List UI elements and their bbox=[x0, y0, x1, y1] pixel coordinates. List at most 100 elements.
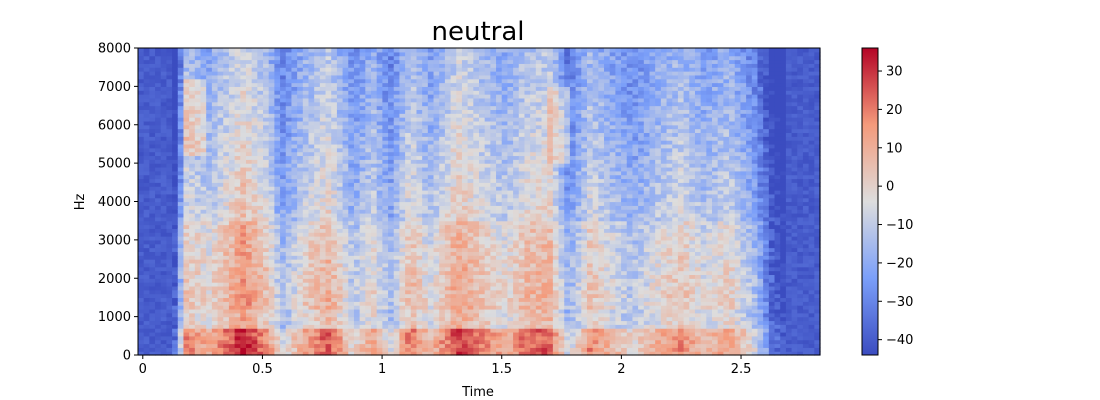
heatmap-cell bbox=[456, 324, 463, 329]
heatmap-cell bbox=[450, 63, 457, 68]
heatmap-cell bbox=[359, 251, 366, 256]
heatmap-cell bbox=[473, 151, 480, 157]
heatmap-cell bbox=[240, 351, 247, 356]
heatmap-cell bbox=[427, 331, 435, 337]
heatmap-cell bbox=[348, 155, 355, 160]
heatmap-cell bbox=[189, 155, 196, 160]
heatmap-cell bbox=[194, 140, 202, 145]
heatmap-cell bbox=[393, 155, 401, 160]
heatmap-cell bbox=[200, 216, 207, 222]
heatmap-cell bbox=[200, 205, 207, 210]
heatmap-cell bbox=[291, 301, 298, 306]
heatmap-cell bbox=[319, 316, 327, 322]
heatmap-cell bbox=[422, 205, 429, 210]
heatmap-cell bbox=[319, 78, 327, 84]
heatmap-cell bbox=[234, 193, 241, 199]
heatmap-cell bbox=[223, 140, 230, 145]
heatmap-cell bbox=[450, 155, 457, 160]
heatmap-cell bbox=[206, 339, 213, 345]
heatmap-cell bbox=[200, 224, 207, 229]
heatmap-cell bbox=[473, 239, 480, 245]
heatmap-cell bbox=[484, 48, 491, 53]
heatmap-cell bbox=[405, 243, 412, 249]
heatmap-cell bbox=[456, 289, 463, 295]
heatmap-cell bbox=[240, 117, 247, 122]
heatmap-cell bbox=[439, 97, 446, 103]
heatmap-cell bbox=[280, 285, 287, 291]
heatmap-cell bbox=[405, 90, 412, 95]
heatmap-cell bbox=[473, 324, 480, 329]
heatmap-cell bbox=[467, 289, 474, 295]
heatmap-cell bbox=[274, 285, 281, 291]
heatmap-cell bbox=[365, 197, 372, 203]
heatmap-cell bbox=[410, 163, 418, 168]
heatmap-cell bbox=[149, 297, 156, 302]
heatmap-cell bbox=[177, 220, 185, 226]
heatmap-cell bbox=[274, 59, 281, 64]
heatmap-cell bbox=[211, 120, 219, 126]
heatmap-cell bbox=[405, 105, 412, 110]
heatmap-cell bbox=[257, 347, 264, 352]
heatmap-cell bbox=[183, 132, 190, 137]
heatmap-cell bbox=[490, 251, 497, 256]
heatmap-cell bbox=[160, 97, 168, 103]
heatmap-cell bbox=[416, 305, 423, 310]
heatmap-cell bbox=[274, 55, 281, 61]
heatmap-cell bbox=[359, 205, 366, 210]
heatmap-cell bbox=[331, 220, 338, 226]
heatmap-cell bbox=[308, 213, 315, 218]
heatmap-cell bbox=[376, 255, 383, 260]
heatmap-cell bbox=[479, 328, 486, 333]
heatmap-cell bbox=[155, 297, 162, 302]
heatmap-cell bbox=[166, 232, 173, 237]
heatmap-cell bbox=[172, 205, 179, 210]
heatmap-cell bbox=[263, 94, 270, 99]
heatmap-cell bbox=[200, 339, 207, 345]
heatmap-cell bbox=[348, 251, 355, 256]
heatmap-cell bbox=[490, 308, 497, 314]
heatmap-cell bbox=[444, 331, 452, 337]
heatmap-cell bbox=[342, 232, 349, 237]
heatmap-cell bbox=[240, 251, 247, 256]
heatmap-cell bbox=[155, 347, 162, 352]
heatmap-cell bbox=[433, 243, 440, 249]
heatmap-cell bbox=[479, 90, 486, 95]
heatmap-cell bbox=[263, 128, 270, 134]
heatmap-cell bbox=[172, 297, 179, 302]
heatmap-cell bbox=[285, 320, 293, 325]
heatmap-cell bbox=[297, 147, 304, 153]
heatmap-cell bbox=[172, 189, 179, 195]
heatmap-cell bbox=[257, 220, 264, 226]
heatmap-cell bbox=[365, 170, 372, 176]
heatmap-cell bbox=[382, 259, 389, 264]
heatmap-cell bbox=[274, 232, 281, 237]
heatmap-cell bbox=[388, 71, 395, 76]
heatmap-cell bbox=[280, 159, 287, 164]
heatmap-cell bbox=[245, 51, 253, 57]
heatmap-cell bbox=[365, 120, 372, 126]
heatmap-cell bbox=[274, 347, 281, 352]
heatmap-cell bbox=[359, 316, 366, 322]
heatmap-cell bbox=[336, 278, 344, 283]
heatmap-cell bbox=[194, 193, 202, 199]
heatmap-cell bbox=[365, 301, 372, 306]
heatmap-cell bbox=[245, 136, 253, 141]
heatmap-cell bbox=[217, 228, 224, 233]
heatmap-cell bbox=[223, 117, 230, 122]
heatmap-cell bbox=[479, 136, 486, 141]
heatmap-cell bbox=[484, 255, 491, 260]
heatmap-cell bbox=[439, 59, 446, 64]
heatmap-cell bbox=[155, 285, 162, 291]
heatmap-cell bbox=[376, 239, 383, 245]
heatmap-cell bbox=[331, 124, 338, 130]
heatmap-cell bbox=[240, 347, 247, 352]
heatmap-cell bbox=[268, 101, 275, 107]
heatmap-cell bbox=[268, 278, 275, 283]
heatmap-cell bbox=[257, 236, 264, 241]
heatmap-cell bbox=[291, 312, 298, 318]
heatmap-cell bbox=[194, 201, 202, 206]
heatmap-cell bbox=[319, 113, 327, 118]
heatmap-cell bbox=[416, 278, 423, 283]
heatmap-cell bbox=[410, 255, 418, 260]
heatmap-cell bbox=[183, 339, 190, 345]
